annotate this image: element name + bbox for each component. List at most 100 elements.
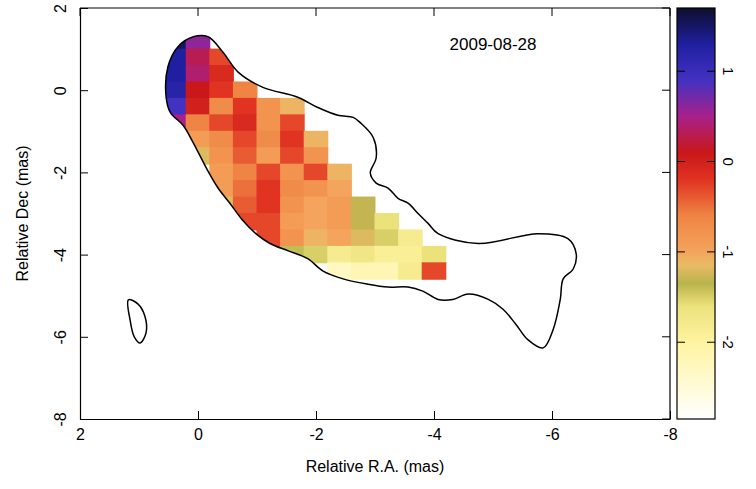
x-tick-mark xyxy=(552,411,553,419)
heat-cell xyxy=(233,81,258,98)
x-tick-label: 0 xyxy=(194,426,203,443)
y-tick: -2 xyxy=(52,166,88,180)
y-tick-mark xyxy=(80,8,88,9)
colorbar-tick-label: -2 xyxy=(720,336,737,349)
chart-root: 20-2-4-6-8-8-6-4-202Relative R.A. (mas)R… xyxy=(0,0,756,489)
colorbar-tick-label: 0 xyxy=(720,157,737,165)
heat-cell xyxy=(257,114,282,131)
y-tick-mark-right xyxy=(662,254,670,255)
heat-cell xyxy=(304,246,329,263)
x-axis-title: Relative R.A. (mas) xyxy=(306,458,445,475)
x-tick: -4 xyxy=(427,411,441,443)
heat-cell xyxy=(233,114,258,131)
colorbar-tick xyxy=(677,161,685,162)
heat-cell xyxy=(280,114,305,131)
y-tick: -8 xyxy=(52,412,88,426)
heat-cell xyxy=(257,197,282,214)
heat-cell xyxy=(304,229,329,246)
heat-cell xyxy=(351,262,376,279)
heat-cell xyxy=(257,98,282,115)
heat-cell xyxy=(209,114,234,131)
heat-cell xyxy=(233,147,258,164)
heat-cell xyxy=(327,213,352,230)
heat-cell xyxy=(398,229,423,246)
heat-cell xyxy=(280,229,305,246)
heat-cell xyxy=(257,180,282,197)
heat-cell xyxy=(398,246,423,263)
y-tick-mark-right xyxy=(662,172,670,173)
x-tick-label: -8 xyxy=(663,426,677,443)
heat-cell xyxy=(327,197,352,214)
x-tick-mark-top xyxy=(316,8,317,16)
y-tick-label: -2 xyxy=(52,166,69,180)
date-label: 2009-08-28 xyxy=(450,35,537,54)
y-tick: -6 xyxy=(52,330,88,344)
colorbar-tick-label: 1 xyxy=(720,67,737,75)
frame-top xyxy=(80,7,670,8)
heat-cell xyxy=(186,81,211,98)
colorbar-tick xyxy=(707,71,715,72)
x-axis-line xyxy=(81,419,671,420)
colorbar: -2 -1 0 1 xyxy=(677,8,737,419)
x-tick-label: -6 xyxy=(545,426,559,443)
heat-cell xyxy=(304,213,329,230)
heat-cell xyxy=(327,229,352,246)
y-axis-line xyxy=(80,9,81,420)
y-tick-mark xyxy=(80,172,88,173)
heat-cell xyxy=(257,131,282,148)
colorbar-tick xyxy=(677,342,685,343)
colorbar-tick xyxy=(677,71,685,72)
x-tick-label: -4 xyxy=(427,426,441,443)
y-tick: -4 xyxy=(52,248,88,262)
y-tick-label: -6 xyxy=(52,330,69,344)
heat-cell xyxy=(257,213,282,230)
heat-cell xyxy=(209,197,234,214)
heat-cell xyxy=(233,213,258,230)
y-tick-label: -8 xyxy=(52,412,69,426)
heat-cell xyxy=(280,213,305,230)
y-axis: -8-6-4-202 xyxy=(52,4,88,427)
heat-cell xyxy=(186,98,211,115)
heat-cell xyxy=(375,229,400,246)
heat-cell xyxy=(280,98,305,115)
y-tick-mark-right xyxy=(662,419,670,420)
heat-cell xyxy=(375,213,400,230)
y-tick-mark xyxy=(80,337,88,338)
chart-svg: 20-2-4-6-8-8-6-4-202Relative R.A. (mas)R… xyxy=(0,0,756,489)
x-tick: 0 xyxy=(194,411,203,443)
colorbar-tick xyxy=(707,342,715,343)
heat-cell xyxy=(233,131,258,148)
heat-cell xyxy=(280,197,305,214)
y-tick: 0 xyxy=(52,86,88,95)
heat-cell xyxy=(186,49,211,66)
colorbar-tick xyxy=(707,161,715,162)
colorbar-tick xyxy=(707,251,715,252)
heat-cell xyxy=(327,164,352,181)
heat-cell xyxy=(209,147,234,164)
heat-cell xyxy=(280,131,305,148)
y-tick-mark xyxy=(80,419,88,420)
heat-cell xyxy=(186,65,211,82)
y-tick-mark-right xyxy=(662,336,670,337)
x-tick-mark-top xyxy=(198,8,199,16)
colorbar-tick-label: -1 xyxy=(720,245,737,258)
heat-cell xyxy=(304,147,329,164)
heat-cell xyxy=(186,131,211,148)
heat-cell xyxy=(351,197,376,214)
heat-cell xyxy=(257,164,282,181)
heat-cell xyxy=(304,164,329,181)
heat-cell xyxy=(422,246,447,263)
heat-cell xyxy=(351,246,376,263)
heat-cell xyxy=(233,164,258,181)
x-tick-mark-top xyxy=(670,8,671,16)
cells xyxy=(162,32,446,280)
heat-cell xyxy=(351,213,376,230)
heat-cell xyxy=(209,81,234,98)
y-tick-mark xyxy=(80,90,88,91)
heat-cell xyxy=(186,114,211,131)
y-tick-label: -4 xyxy=(52,248,69,262)
heat-cell xyxy=(162,32,187,49)
y-tick-mark-right xyxy=(662,90,670,91)
heat-cell xyxy=(304,197,329,214)
heat-cell xyxy=(257,229,282,246)
